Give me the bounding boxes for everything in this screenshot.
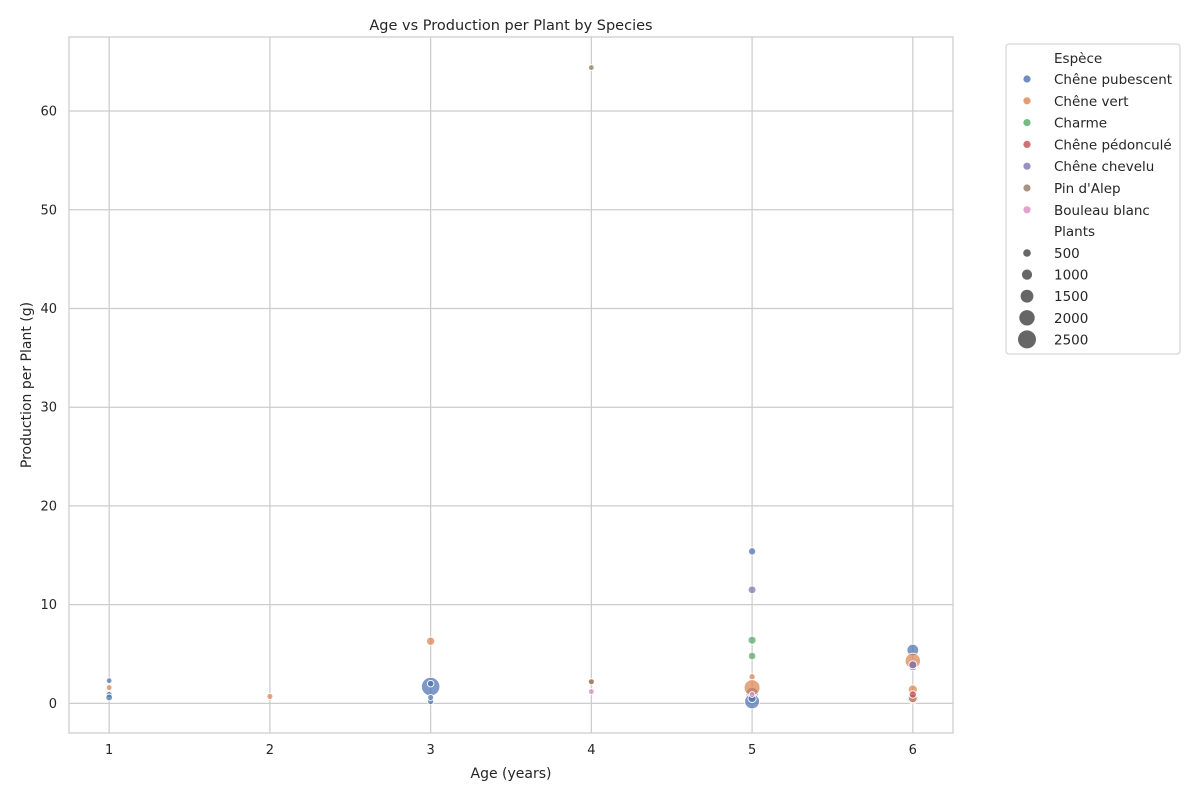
data-point — [747, 585, 757, 595]
data-point — [748, 691, 756, 698]
series-group — [105, 636, 921, 704]
x-axis-label: Age (years) — [471, 766, 552, 782]
data-point — [427, 693, 435, 701]
legend-series-label: Chêne pédonculé — [1054, 137, 1172, 153]
legend-marker — [1023, 206, 1031, 214]
x-tick-label: 3 — [426, 743, 434, 758]
y-tick-label: 0 — [49, 697, 57, 712]
y-tick-label: 10 — [40, 598, 57, 613]
data-point — [747, 651, 757, 661]
series-group — [587, 688, 756, 698]
legend-marker — [1023, 119, 1031, 127]
x-tick-label: 4 — [587, 743, 595, 758]
y-axis-label: Production per Plant (g) — [19, 302, 35, 468]
plot-frame — [68, 36, 954, 734]
chart-title: Age vs Production per Plant by Species — [369, 18, 652, 34]
data-points — [105, 64, 921, 710]
legend-series-label: Bouleau blanc — [1054, 203, 1150, 219]
legend-marker — [1023, 184, 1031, 192]
data-point — [587, 678, 595, 686]
legend: Espèce Chêne pubescent Chêne vert Charme Ch… — [1005, 43, 1181, 355]
data-point — [266, 693, 274, 700]
series-group — [105, 547, 920, 710]
legend-marker — [1023, 140, 1031, 148]
series-group — [908, 690, 917, 699]
x-tick-label: 1 — [105, 743, 113, 758]
data-point — [908, 660, 918, 670]
data-point — [426, 679, 435, 688]
grid — [69, 37, 953, 733]
x-tick-label: 6 — [909, 743, 917, 758]
data-point — [748, 673, 756, 681]
legend-series-label: Chêne chevelu — [1054, 159, 1154, 175]
legend-frame — [1005, 43, 1181, 355]
series-group — [587, 64, 595, 686]
data-point — [747, 547, 757, 556]
legend-series-label: Charme — [1054, 116, 1107, 132]
y-tick-label: 30 — [40, 401, 57, 416]
legend-size-marker — [1021, 269, 1033, 280]
legend-series-label: Chêne vert — [1054, 94, 1129, 110]
legend-size-label: 500 — [1054, 246, 1080, 262]
data-point — [105, 684, 113, 691]
data-point — [588, 64, 595, 71]
legend-size-title: Plants — [1054, 224, 1095, 240]
data-point — [747, 635, 757, 645]
x-tick-label: 2 — [266, 743, 274, 758]
y-tick-label: 40 — [40, 302, 57, 317]
data-point — [908, 690, 917, 699]
legend-series-label: Chêne pubescent — [1054, 72, 1172, 88]
legend-marker — [1023, 97, 1031, 105]
legend-marker — [1023, 75, 1031, 83]
legend-series-label: Pin d'Alep — [1054, 181, 1121, 197]
x-tick-label: 5 — [748, 743, 756, 758]
legend-size-marker — [1018, 330, 1036, 349]
legend-size-marker — [1023, 249, 1031, 257]
legend-size-label: 2500 — [1054, 332, 1088, 348]
legend-size-label: 1500 — [1054, 289, 1088, 305]
legend-size-label: 1000 — [1054, 268, 1088, 284]
data-point — [587, 688, 595, 696]
legend-hue-title: Espèce — [1054, 51, 1102, 67]
y-tick-label: 50 — [40, 203, 57, 218]
series-group — [747, 585, 918, 670]
data-point — [105, 677, 113, 685]
legend-marker — [1023, 162, 1031, 170]
legend-size-label: 2000 — [1054, 311, 1088, 327]
series-group — [747, 635, 757, 661]
data-point — [425, 636, 436, 646]
data-point — [105, 693, 114, 702]
legend-size-marker — [1019, 310, 1035, 326]
legend-size-marker — [1020, 289, 1034, 303]
y-tick-label: 60 — [40, 105, 57, 120]
y-tick-label: 20 — [40, 499, 57, 514]
